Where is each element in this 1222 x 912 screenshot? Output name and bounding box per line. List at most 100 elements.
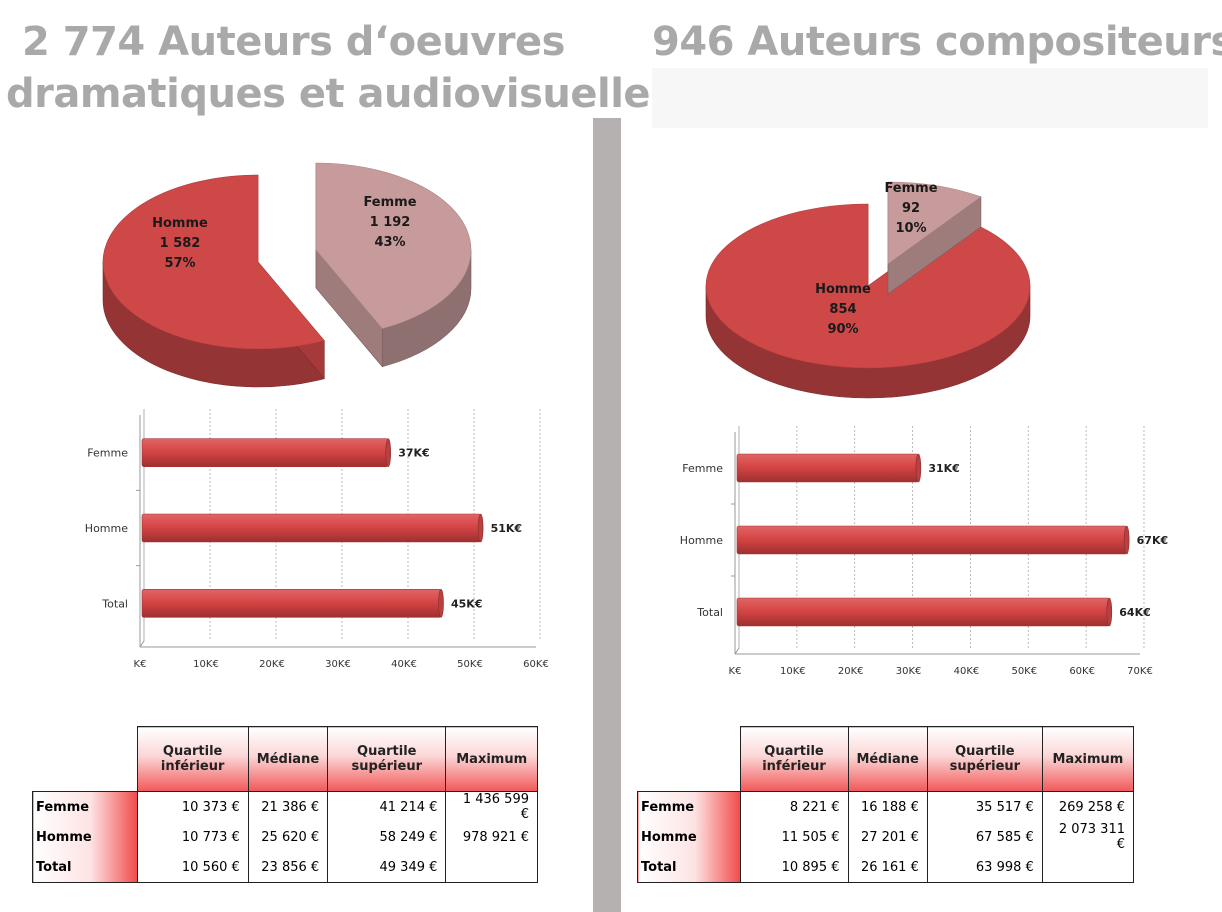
category-label: Homme — [680, 534, 723, 547]
table-cell — [445, 852, 538, 883]
table-cell: 35 517 € — [926, 791, 1043, 822]
x-tick-label: 60K€ — [523, 659, 549, 670]
x-tick-label: 40K€ — [954, 666, 980, 677]
table-cell: 23 856 € — [247, 852, 329, 883]
bar-value-label: 31K€ — [928, 462, 960, 475]
x-tick-label: 30K€ — [325, 659, 351, 670]
table-header-cell: Quartile inférieur — [136, 726, 249, 792]
table-cell: 67 585 € — [926, 822, 1043, 852]
x-tick-label: K€ — [134, 659, 147, 670]
pie-label-homme: Homme 854 90% — [815, 282, 871, 337]
bar-value-label: 64K€ — [1119, 606, 1151, 619]
table-cell: 8 221 € — [739, 791, 849, 822]
table-cell: 27 201 € — [847, 822, 928, 852]
x-tick-label: 70K€ — [1127, 666, 1153, 677]
bar-value-label: 51K€ — [491, 522, 522, 535]
row-label: Femme — [32, 791, 138, 822]
table-cell: 63 998 € — [926, 852, 1043, 883]
table-row: Femme 8 221 € 16 188 € 35 517 € 269 258 … — [637, 791, 1135, 822]
bar-femme — [141, 438, 392, 467]
table-cell — [1041, 852, 1135, 883]
table-cell: 978 921 € — [445, 822, 538, 852]
pie-left: Homme 1 582 57% Femme 1 192 43% — [102, 162, 472, 388]
left-title-line2: dramatiques et audiovisuelles — [6, 71, 674, 117]
left-title-line1: 2 774 Auteurs d‘oeuvres — [22, 19, 565, 65]
x-tick-label: 20K€ — [838, 666, 864, 677]
table-cell: 10 373 € — [136, 791, 249, 822]
x-tick-label: 10K€ — [193, 659, 219, 670]
pie-slice-homme — [102, 174, 325, 388]
x-tick-label: 40K€ — [391, 659, 417, 670]
table-cell: 10 773 € — [136, 822, 249, 852]
table-row: Total 10 895 € 26 161 € 63 998 € — [637, 852, 1135, 883]
pie-slice-homme — [705, 203, 1031, 399]
x-tick-label: 50K€ — [457, 659, 483, 670]
row-label: Homme — [637, 822, 741, 852]
stats-table-right: Quartile inférieur Médiane Quartile supé… — [637, 726, 1135, 883]
bar-value-label: 67K€ — [1137, 534, 1169, 547]
table-row: Femme 10 373 € 21 386 € 41 214 € 1 436 5… — [32, 791, 538, 822]
table-row: Homme 11 505 € 27 201 € 67 585 € 2 073 3… — [637, 822, 1135, 852]
table-cell: 25 620 € — [247, 822, 329, 852]
table-header-cell: Quartile supérieur — [926, 726, 1043, 792]
table-header-cell: Médiane — [247, 726, 329, 792]
category-label: Femme — [87, 447, 128, 460]
bar-total — [736, 597, 1113, 627]
x-tick-label: 60K€ — [1069, 666, 1095, 677]
table-cell: 58 249 € — [327, 822, 447, 852]
table-cell: 2 073 311 € — [1041, 822, 1135, 852]
pie-slice-femme — [887, 181, 982, 295]
table-header-blank — [32, 726, 138, 792]
table-cell: 10 895 € — [739, 852, 849, 883]
bar-total — [141, 589, 444, 618]
category-label: Total — [101, 597, 128, 610]
x-tick-label: K€ — [729, 666, 742, 677]
category-label: Total — [696, 606, 723, 619]
table-header-row: Quartile inférieur Médiane Quartile supé… — [637, 726, 1135, 792]
pie-slice-femme — [315, 162, 472, 368]
bar-homme — [141, 513, 484, 543]
pie-label-homme: Homme 1 582 57% — [152, 216, 208, 271]
table-header-blank — [637, 726, 741, 792]
pie-right: Homme 854 90%Femme 92 10% — [705, 181, 1031, 399]
x-tick-label: 30K€ — [896, 666, 922, 677]
table-header-cell: Quartile supérieur — [327, 726, 447, 792]
category-label: Femme — [682, 462, 723, 475]
table-cell: 10 560 € — [136, 852, 249, 883]
bar-chart-right: K€ 10K€ 20K€ 30K€ 40K€ 50K€ 60K€ 70K€ Femme 31K€ H… — [680, 426, 1169, 677]
table-header-cell: Médiane — [847, 726, 928, 792]
table-row: Homme 10 773 € 25 620 € 58 249 € 978 921… — [32, 822, 538, 852]
table-header-row: Quartile inférieur Médiane Quartile supé… — [32, 726, 538, 792]
bar-value-label: 45K€ — [451, 597, 483, 610]
category-label: Homme — [85, 522, 128, 535]
table-header-cell: Maximum — [1041, 726, 1135, 792]
bar-homme — [736, 525, 1130, 555]
table-header-cell: Quartile inférieur — [739, 726, 849, 792]
table-cell: 16 188 € — [847, 791, 928, 822]
table-cell: 49 349 € — [327, 852, 447, 883]
right-title: 946 Auteurs compositeurs — [652, 19, 1222, 65]
stats-table-left: Quartile inférieur Médiane Quartile supé… — [32, 726, 538, 883]
table-cell: 11 505 € — [739, 822, 849, 852]
row-label: Total — [32, 852, 138, 883]
x-tick-label: 10K€ — [780, 666, 806, 677]
center-divider — [593, 118, 621, 912]
x-tick-label: 20K€ — [259, 659, 285, 670]
row-label: Femme — [637, 791, 741, 822]
bar-femme — [736, 453, 922, 483]
title-background-box — [652, 68, 1208, 128]
table-cell: 41 214 € — [327, 791, 447, 822]
table-cell: 269 258 € — [1041, 791, 1135, 822]
table-cell: 21 386 € — [247, 791, 329, 822]
pie-label-femme: Femme 92 10% — [884, 181, 937, 236]
x-tick-label: 50K€ — [1011, 666, 1037, 677]
table-cell: 26 161 € — [847, 852, 928, 883]
table-cell: 1 436 599 € — [445, 791, 538, 822]
bar-value-label: 37K€ — [398, 447, 430, 460]
table-row: Total 10 560 € 23 856 € 49 349 € — [32, 852, 538, 883]
row-label: Total — [637, 852, 741, 883]
table-header-cell: Maximum — [445, 726, 538, 792]
pie-label-femme: Femme 1 192 43% — [363, 195, 416, 250]
bar-chart-left: K€ 10K€ 20K€ 30K€ 40K€ 50K€ 60K€ Femme 37K€ Homme… — [85, 409, 549, 670]
row-label: Homme — [32, 822, 138, 852]
